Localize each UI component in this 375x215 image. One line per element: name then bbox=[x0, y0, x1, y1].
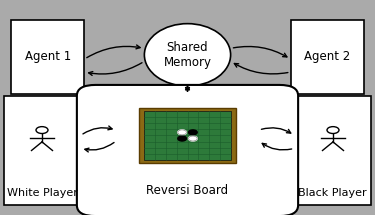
FancyBboxPatch shape bbox=[11, 20, 84, 94]
Circle shape bbox=[178, 136, 186, 141]
FancyBboxPatch shape bbox=[4, 96, 81, 205]
Circle shape bbox=[189, 136, 197, 141]
Text: Agent 2: Agent 2 bbox=[304, 51, 350, 63]
Text: Black Player: Black Player bbox=[298, 188, 367, 198]
Circle shape bbox=[189, 130, 197, 135]
Circle shape bbox=[178, 130, 186, 135]
FancyBboxPatch shape bbox=[144, 111, 231, 160]
FancyBboxPatch shape bbox=[139, 108, 236, 163]
Text: White Player: White Player bbox=[7, 188, 78, 198]
Text: Agent 1: Agent 1 bbox=[25, 51, 71, 63]
FancyBboxPatch shape bbox=[77, 85, 298, 215]
Text: Reversi Board: Reversi Board bbox=[146, 184, 228, 197]
FancyBboxPatch shape bbox=[294, 96, 371, 205]
Text: Shared
Memory: Shared Memory bbox=[164, 41, 211, 69]
FancyBboxPatch shape bbox=[291, 20, 364, 94]
Ellipse shape bbox=[144, 24, 231, 86]
